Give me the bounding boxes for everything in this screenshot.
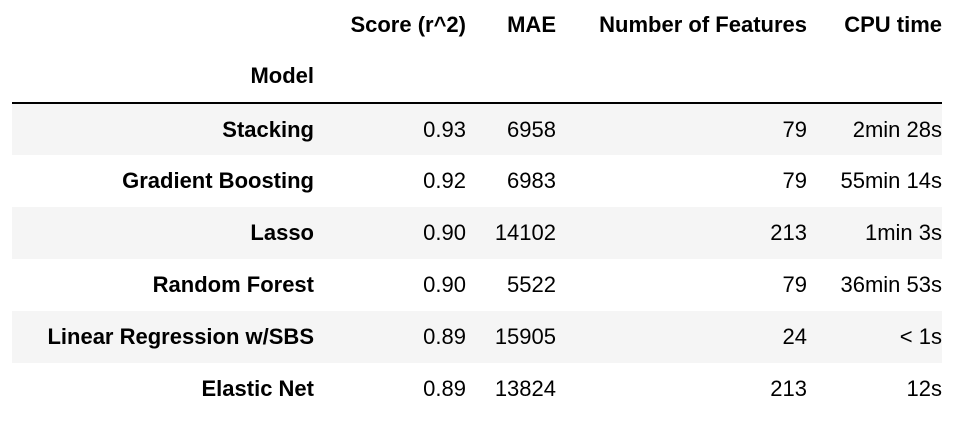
table-row: Lasso 0.90 14102 213 1min 3s — [12, 207, 942, 259]
row-score: 0.90 — [423, 272, 466, 297]
row-mae: 5522 — [507, 272, 556, 297]
row-model: Stacking — [222, 116, 314, 142]
index-name-row: Model — [12, 50, 942, 103]
row-score: 0.89 — [423, 376, 466, 401]
table-row: Elastic Net 0.89 13824 213 12s — [12, 363, 943, 415]
row-features: 24 — [782, 324, 807, 349]
row-mae: 14102 — [494, 220, 556, 245]
table-body: Stacking 0.93 6958 79 2min 28s Gradient … — [12, 103, 942, 415]
row-cpu-time: 36min 53s — [840, 272, 942, 297]
header-mae: MAE — [507, 12, 556, 37]
row-model: Lasso — [250, 220, 314, 245]
row-score: 0.89 — [423, 324, 466, 349]
row-cpu-time: 2min 28s — [852, 116, 942, 142]
row-score: 0.90 — [423, 220, 466, 245]
table-header: Score (r^2) MAE Number of Features CPU t… — [12, 0, 942, 103]
row-cpu-time: 55min 14s — [840, 168, 942, 193]
table-row: Random Forest 0.90 5522 79 36min 53s — [12, 259, 942, 311]
row-mae: 13824 — [494, 376, 556, 401]
table-row: Linear Regression w/SBS 0.89 15905 24 < … — [12, 311, 942, 363]
table-row: Gradient Boosting 0.92 6983 79 55min 14s — [12, 155, 942, 207]
row-cpu-time: 1min 3s — [864, 220, 942, 245]
row-model: Linear Regression w/SBS — [47, 324, 314, 349]
index-name-blank — [314, 50, 466, 103]
row-features: 79 — [782, 272, 807, 297]
row-mae: 6958 — [507, 116, 556, 142]
index-name: Model — [250, 63, 314, 88]
row-mae: 15905 — [494, 324, 556, 349]
index-name-blank — [556, 50, 807, 103]
row-model: Elastic Net — [201, 376, 315, 401]
row-score: 0.92 — [423, 168, 466, 193]
table-row: Stacking 0.93 6958 79 2min 28s — [12, 103, 942, 155]
row-features: 213 — [770, 220, 807, 245]
index-name-blank — [807, 50, 942, 103]
row-cpu-time: < 1s — [899, 324, 942, 349]
results-table: Score (r^2) MAE Number of Features CPU t… — [12, 0, 942, 415]
row-model: Gradient Boosting — [122, 168, 314, 193]
header-number-of-features: Number of Features — [599, 12, 807, 37]
header-score: Score (r^2) — [350, 12, 466, 37]
row-features: 213 — [770, 376, 807, 401]
row-score: 0.93 — [423, 116, 466, 142]
index-name-blank — [466, 50, 556, 103]
row-model: Random Forest — [152, 272, 314, 297]
row-features: 79 — [782, 116, 807, 142]
header-index-blank — [12, 0, 314, 50]
row-cpu-time: 12s — [906, 376, 942, 401]
header-cpu-time: CPU time — [844, 12, 942, 37]
row-features: 79 — [782, 168, 807, 193]
row-mae: 6983 — [507, 168, 556, 193]
column-header-row: Score (r^2) MAE Number of Features CPU t… — [12, 0, 942, 50]
